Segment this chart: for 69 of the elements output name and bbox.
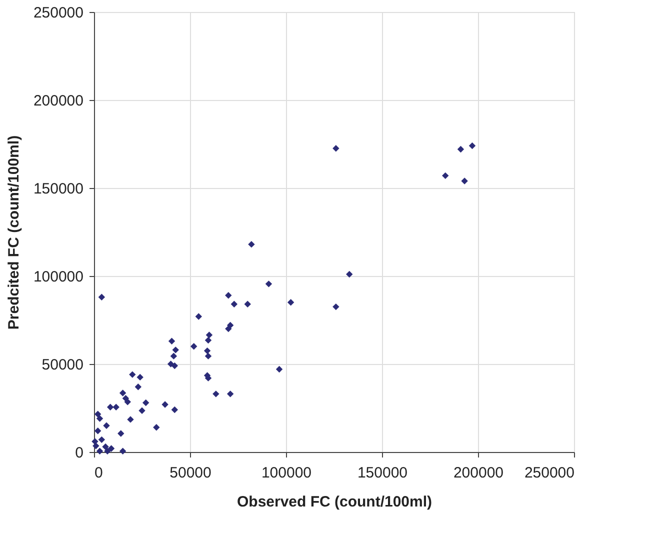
point [442,172,449,180]
point [171,406,178,414]
point [204,347,211,354]
y-tick-label: 0 [75,444,84,462]
point [119,448,126,454]
x-tick-label: 50000 [170,464,212,482]
point [162,401,168,408]
point [92,442,100,450]
point [461,178,468,184]
y-tick-label: 50000 [42,356,84,374]
point [204,336,212,344]
x-tick-label: 250000 [524,464,574,482]
point [172,346,179,354]
x-tick-label: 200000 [453,464,504,482]
point [103,422,110,429]
point [102,443,109,450]
point [206,332,213,338]
x-tick-label: 0 [94,464,103,482]
point [195,313,202,320]
point [96,448,104,454]
point [244,300,251,308]
y-tick-label: 100000 [33,268,84,286]
point [92,438,98,445]
point [287,299,294,306]
point [190,343,198,350]
point [332,303,340,310]
point [94,428,102,434]
point [225,292,232,299]
point [98,436,106,444]
point [129,371,136,378]
y-axis-title: Predcited FC (count/100ml) [5,135,22,330]
point [332,145,340,152]
x-tick-label: 100000 [261,464,312,482]
point [226,390,234,398]
point [346,270,353,278]
point [138,407,146,414]
point [118,430,124,437]
y-tick-label: 250000 [33,4,84,22]
x-axis-title: Observed FC (count/100ml) [236,494,432,510]
point [457,146,464,153]
point [225,325,232,332]
point [468,142,476,150]
point [106,404,114,410]
point [94,410,102,418]
point [168,338,176,344]
point [127,416,134,423]
point [265,280,272,288]
point [248,240,255,248]
point [142,399,150,406]
point [167,360,174,368]
point [119,390,126,396]
point [204,352,212,360]
point [108,445,115,452]
point [104,448,111,454]
point [170,352,178,360]
point [98,294,106,300]
point [276,366,283,373]
point [124,398,131,406]
point [230,300,238,308]
point [134,384,142,390]
point [136,374,144,381]
point [112,404,120,410]
point [171,362,178,370]
point [212,390,220,398]
y-tick-label: 200000 [33,92,84,110]
point [96,415,104,422]
y-tick-label: 150000 [33,180,84,198]
x-tick-label: 150000 [357,464,408,482]
point [153,424,160,431]
